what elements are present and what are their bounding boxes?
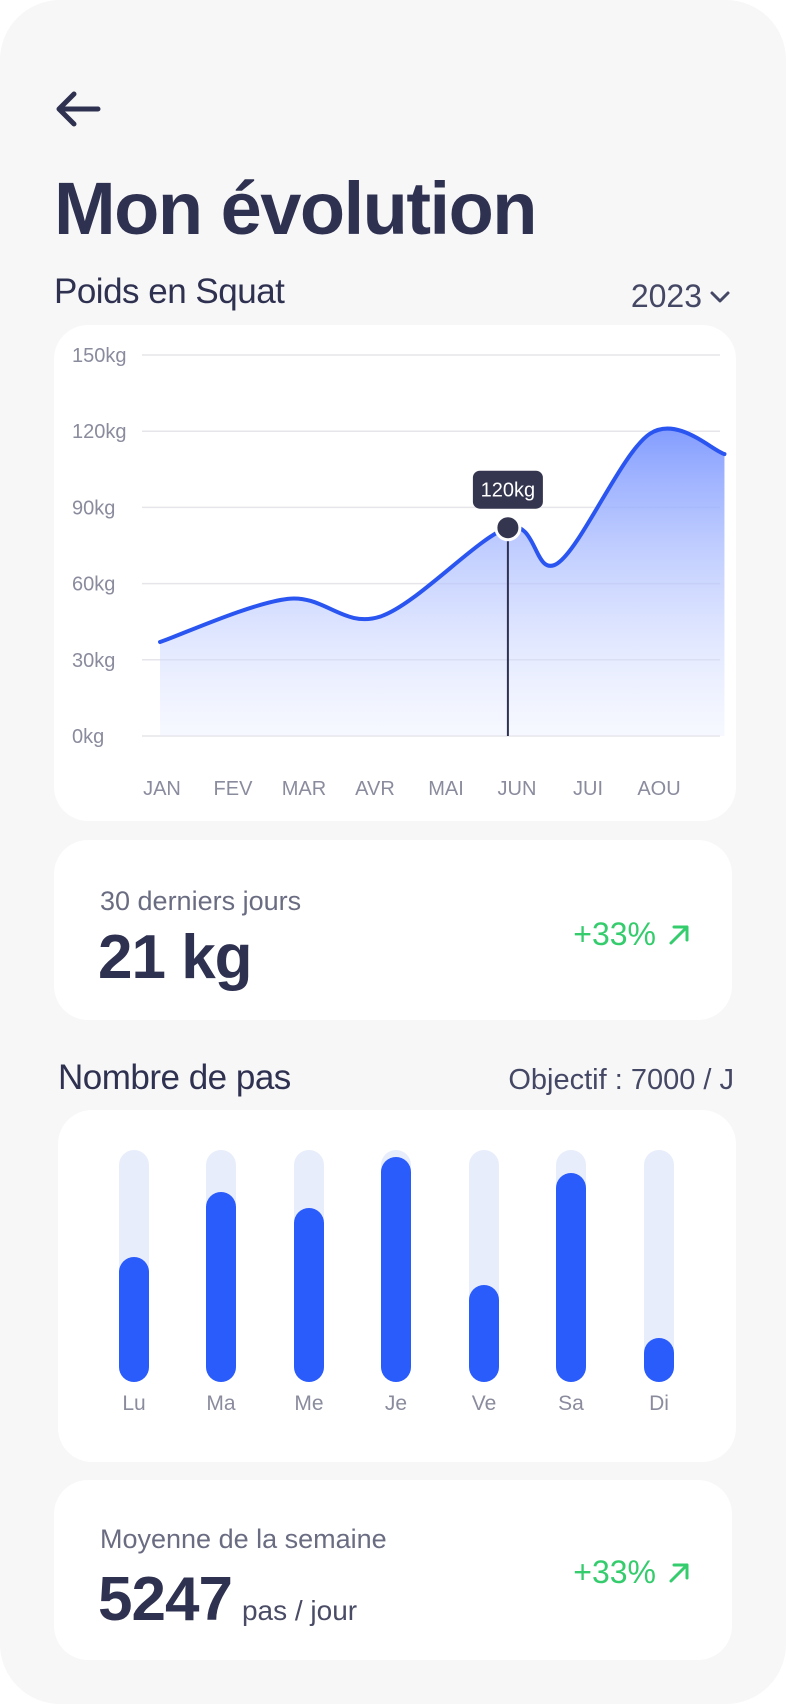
x-tick-label: FEV xyxy=(214,778,254,800)
bar-day-label: Ve xyxy=(471,1392,497,1415)
tooltip-box xyxy=(472,470,543,509)
stat-value: 5247 pas / jour xyxy=(98,1564,357,1635)
arrow-up-right-icon xyxy=(669,1563,689,1582)
bar-fill xyxy=(556,1173,586,1382)
y-tick-label: 30kg xyxy=(72,650,115,672)
steps-average-unit: pas / jour xyxy=(241,1595,358,1626)
bar-fill xyxy=(206,1192,236,1382)
weekly-average-card: Moyenne de la semaine 5247 pas / jour +33… xyxy=(54,1480,732,1660)
bar-fill xyxy=(381,1157,411,1382)
bar-track xyxy=(206,1150,236,1382)
steps-section-title: Nombre de pas xyxy=(58,1058,291,1097)
bar-day-label: Sa xyxy=(558,1392,584,1415)
x-tick-label: AVR xyxy=(355,778,395,800)
steps-chart-card: Lu Ma Me Je Ve Sa Di xyxy=(58,1110,736,1462)
y-tick-label: 120kg xyxy=(72,421,127,443)
bar-day-label: Di xyxy=(649,1392,669,1415)
arrow-up-right-icon xyxy=(669,925,689,944)
chevron-down-icon xyxy=(710,291,730,302)
year-selector[interactable]: 2023 xyxy=(631,278,732,315)
y-tick-label: 0kg xyxy=(72,726,104,748)
bar-day-label: Lu xyxy=(122,1392,146,1415)
steps-goal: Objectif : 7000 / J xyxy=(508,1064,734,1096)
stat-label: Moyenne de la semaine xyxy=(100,1524,387,1554)
y-tick-label: 150kg xyxy=(72,345,127,367)
page-title: Mon évolution xyxy=(54,167,538,250)
bar-fill xyxy=(294,1208,324,1382)
bar-track xyxy=(294,1150,324,1382)
squat-chart-card: 150kg 120kg 90kg 60kg 30kg 0kg JAN FEV MAR AVR MAI… xyxy=(54,325,736,821)
squat-chart: 150kg 120kg 90kg 60kg 30kg 0kg JAN FEV MAR AVR MAI… xyxy=(72,345,727,800)
bar-day-label: Me xyxy=(294,1392,324,1415)
bar-fill xyxy=(469,1285,499,1382)
trend-value: +33% xyxy=(573,1554,656,1590)
x-tick-label: AOU xyxy=(637,778,680,800)
squat-section-title: Poids en Squat xyxy=(54,272,285,311)
x-tick-label: MAR xyxy=(282,778,326,800)
trend-indicator: +33% xyxy=(573,916,692,953)
year-value: 2023 xyxy=(630,278,702,314)
bar-fill xyxy=(119,1257,149,1382)
bar-track xyxy=(381,1150,411,1382)
y-tick-label: 60kg xyxy=(72,574,115,596)
bar-track xyxy=(469,1150,499,1382)
x-tick-label: JUN xyxy=(498,778,537,800)
x-tick-label: JUI xyxy=(573,778,603,800)
back-button[interactable] xyxy=(52,84,104,134)
bar-track xyxy=(556,1150,586,1382)
y-tick-label: 90kg xyxy=(72,497,115,519)
arrow-left-icon xyxy=(56,91,101,127)
stat-label: 30 derniers jours xyxy=(100,886,302,916)
x-tick-label: JAN xyxy=(143,778,181,800)
bar-day-label: Je xyxy=(384,1392,408,1415)
stat-value: 21 kg xyxy=(98,923,253,992)
trend-value: +33% xyxy=(573,916,656,952)
bar-track xyxy=(119,1150,149,1382)
bar-track xyxy=(644,1150,674,1382)
tooltip-label: 120kg xyxy=(481,480,536,502)
bar-day-label: Ma xyxy=(206,1392,236,1415)
x-tick-label: MAI xyxy=(428,778,464,800)
last-30-days-card: 30 derniers jours 21 kg +33% xyxy=(54,840,732,1020)
bar-fill xyxy=(644,1338,674,1382)
steps-average-value: 5247 xyxy=(98,1565,233,1634)
highlight-point xyxy=(494,514,522,542)
area-fill xyxy=(160,428,725,736)
trend-indicator: +33% xyxy=(573,1554,692,1591)
